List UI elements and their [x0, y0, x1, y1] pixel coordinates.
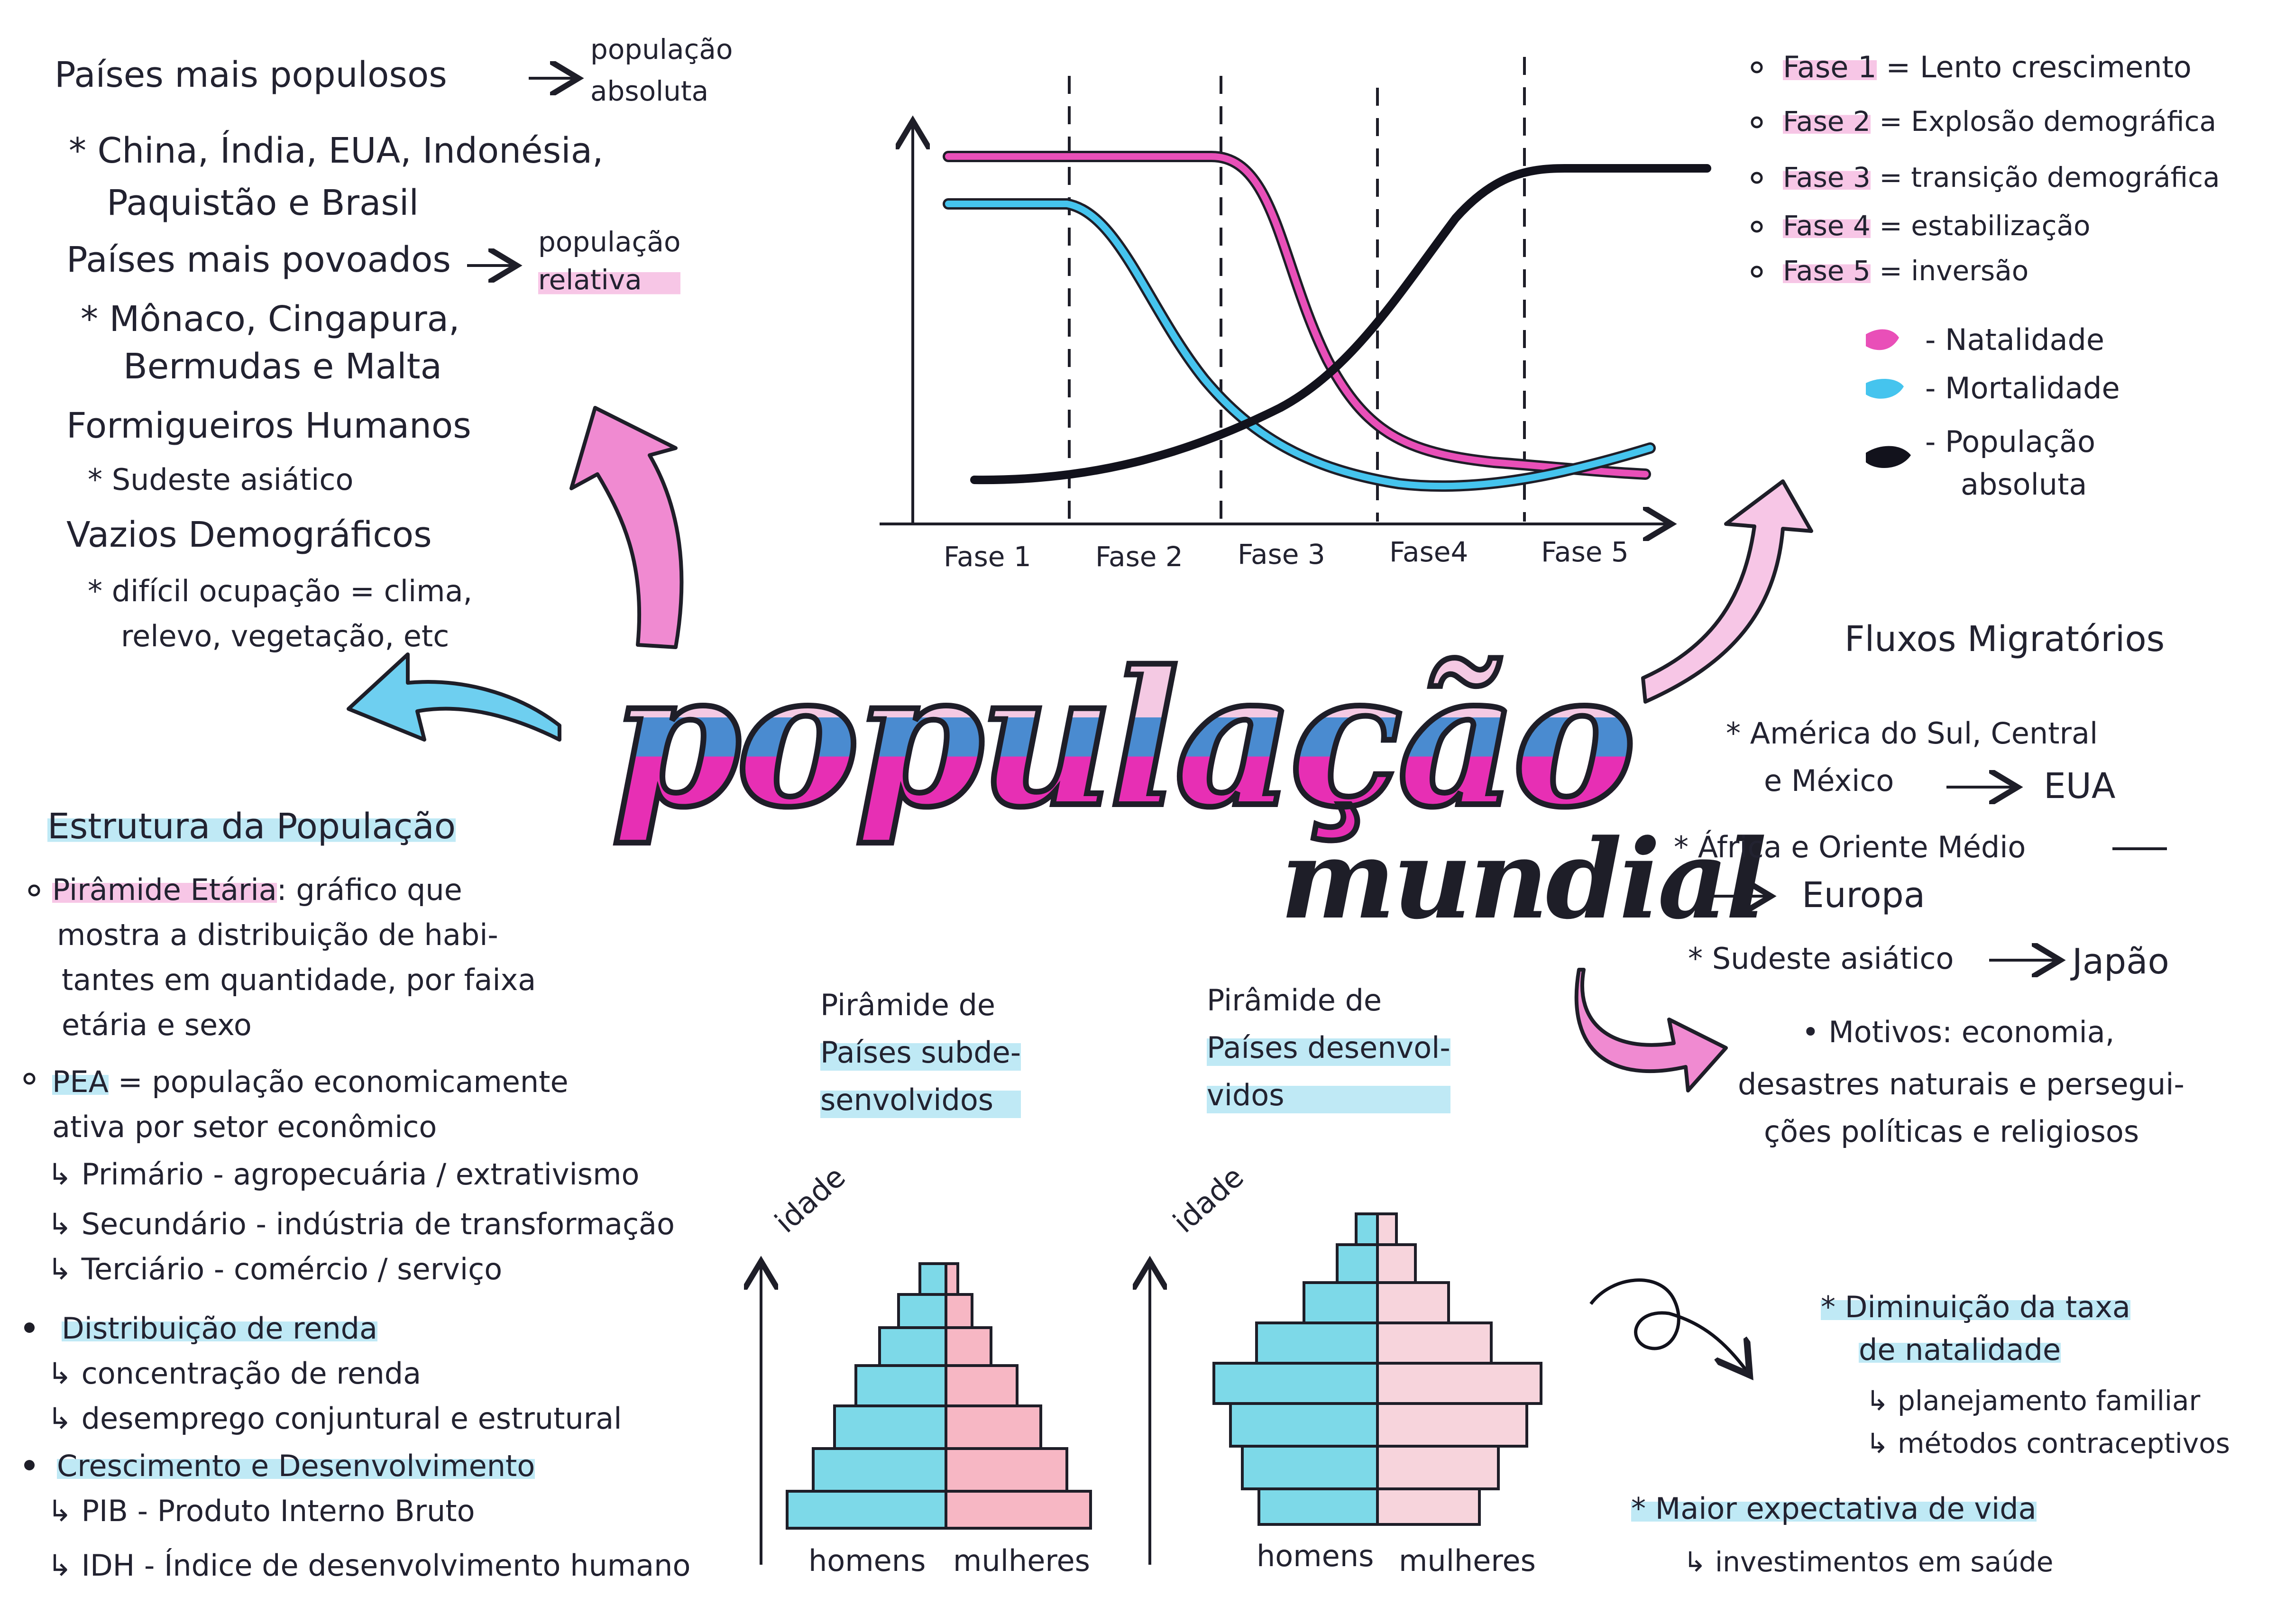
fluxos-line-8: ções políticas e religiosos — [1764, 1114, 2139, 1149]
bullet-phase-2 — [1751, 116, 1763, 128]
estrutura-pea-terciario: ↳ Terciário - comércio / serviço — [47, 1252, 503, 1286]
fluxos-line-6: • Motivos: economia, — [1802, 1015, 2115, 1049]
fluxos-line-2b: EUA — [2044, 766, 2116, 807]
pink-arrow-left-icon — [569, 406, 684, 649]
natalidade-swatch-icon — [1866, 329, 1899, 350]
natalidade-sub-3: ↳ investimentos em saúde — [1683, 1546, 2054, 1578]
estrutura-pea-primario: ↳ Primário - agropecuária / extrativismo — [47, 1157, 640, 1192]
text-populacao-absoluta: população absoluta — [590, 33, 733, 107]
text-relevo-vegetacao: relevo, vegetação, etc — [121, 619, 450, 653]
pyramid-sub-men: homens — [808, 1543, 926, 1578]
estrutura-crescimento: Crescimento e Desenvolvimento — [57, 1449, 535, 1483]
fluxos-heading: Fluxos Migratórios — [1845, 619, 2165, 660]
pyramid-dev-men: homens — [1257, 1539, 1374, 1573]
text-monaco-lista: * Mônaco, Cingapura, — [81, 299, 460, 339]
text-sudeste-asiatico: * Sudeste asiático — [88, 462, 354, 497]
estrutura-cres-l2: ↳ IDH - Índice de desenvolvimento humano — [47, 1548, 691, 1583]
text-bermudas-malta: Bermudas e Malta — [123, 346, 442, 387]
natalidade-line-2: de natalidade — [1859, 1332, 2061, 1367]
estrutura-cres-l1: ↳ PIB - Produto Interno Bruto — [47, 1494, 475, 1528]
populacao-line — [970, 164, 1711, 485]
swirl-arrow-icon — [1589, 1278, 1750, 1375]
bullet-distribuicao — [24, 1322, 35, 1333]
main-subtitle: mundial — [1280, 816, 1767, 944]
bullet-pea — [23, 1073, 36, 1085]
text-paises-povoados: Países mais povoados — [66, 239, 451, 280]
estrutura-heading: Estrutura da População — [47, 806, 456, 847]
text-vazios: Vazios Demográficos — [66, 514, 432, 555]
mortalidade-swatch-icon — [1866, 378, 1904, 399]
pyramid-developed — [1150, 1212, 1542, 1565]
estrutura-pea: PEA = população economicamente — [52, 1064, 569, 1099]
phase-item-4: Fase 4 = estabilização — [1783, 210, 2091, 242]
fluxos-line-2a: e México — [1764, 763, 1894, 798]
estrutura-piramide: Pirâmide Etária: gráfico que — [52, 872, 462, 907]
fluxos-line-4: Europa — [1802, 875, 1926, 916]
blue-arrow-left-icon — [347, 652, 561, 742]
legend-populacao-absoluta: absoluta — [1961, 467, 2087, 502]
text-formigueiros: Formigueiros Humanos — [66, 405, 471, 446]
fluxos-line-3: * África e Oriente Médio — [1674, 830, 2026, 864]
bullet-phase-3 — [1751, 172, 1763, 184]
estrutura-dist-l1: ↳ concentração de renda — [47, 1356, 422, 1391]
estrutura-pea-secundario: ↳ Secundário - indústria de transformaçã… — [47, 1207, 675, 1241]
natalidade-sub-2: ↳ métodos contraceptivos — [1866, 1427, 2230, 1459]
legend-mortalidade: - Mortalidade — [1925, 371, 2120, 405]
text-paquistao-brasil: Paquistão e Brasil — [107, 183, 419, 223]
main-title: população — [609, 628, 1639, 851]
text-dificil-ocupacao: * difícil ocupação = clima, — [88, 574, 473, 608]
pyramid-sub-women: mulheres — [953, 1543, 1090, 1578]
pyramid-sub-title: Pirâmide de Países subde- senvolvidos — [820, 982, 1021, 1124]
pink-arrow-right-top-icon — [1641, 479, 1813, 704]
natalidade-line-3: * Maior expectativa de vida — [1631, 1491, 2037, 1526]
pink-arrow-right-bottom-icon — [1574, 968, 1728, 1092]
pyramid-dev-women: mulheres — [1399, 1543, 1536, 1578]
estrutura-piramide-l4: etária e sexo — [62, 1008, 252, 1042]
pyramid-dev-title: Pirâmide de Países desenvol- vidos — [1207, 977, 1450, 1119]
chart-phase-label-2: Fase 2 — [1095, 541, 1183, 573]
phase-item-3: Fase 3 = transição demográfica — [1783, 161, 2220, 193]
fluxos-line-5b: Japão — [2072, 941, 2169, 982]
chart-phase-label-1: Fase 1 — [944, 541, 1031, 573]
fluxos-line-7: desastres naturais e persegui- — [1738, 1067, 2184, 1101]
populacao-swatch-icon — [1866, 446, 1911, 468]
phase-item-2: Fase 2 = Explosão demográfica — [1783, 105, 2217, 138]
bullet-piramide — [28, 884, 40, 897]
text-china-lista: * China, Índia, EUA, Indonésia, — [69, 130, 604, 171]
bullet-phase-4 — [1751, 220, 1763, 233]
bullet-crescimento — [24, 1460, 35, 1470]
fluxos-line-1: * América do Sul, Central — [1726, 716, 2098, 751]
natalidade-line-1: * Diminuição da taxa — [1821, 1290, 2130, 1324]
phase-item-5: Fase 5 = inversão — [1783, 255, 2029, 287]
text-populacao-relativa: população relativa — [538, 223, 681, 299]
chart-phase-label-4: Fase4 — [1389, 536, 1468, 568]
bullet-phase-1 — [1751, 61, 1763, 73]
bullet-phase-5 — [1751, 266, 1763, 278]
pyramid-underdeveloped — [761, 1261, 1092, 1565]
chart-phase-label-3: Fase 3 — [1238, 538, 1325, 570]
chart-phase-label-5: Fase 5 — [1541, 536, 1629, 568]
legend-populacao: - População — [1925, 424, 2096, 459]
estrutura-piramide-l3: tantes em quantidade, por faixa — [62, 963, 536, 997]
natalidade-sub-1: ↳ planejamento familiar — [1866, 1385, 2201, 1417]
estrutura-pea-l2: ativa por setor econômico — [52, 1110, 437, 1144]
transition-chart — [880, 57, 1711, 524]
estrutura-dist-l2: ↳ desemprego conjuntural e estrutural — [47, 1401, 622, 1436]
legend-natalidade: - Natalidade — [1925, 322, 2105, 357]
mortalidade-line — [943, 198, 1656, 492]
text-paises-populosos: Países mais populosos — [55, 55, 447, 95]
estrutura-distribuicao: Distribuição de renda — [62, 1311, 378, 1346]
fluxos-line-5a: * Sudeste asiático — [1688, 941, 1954, 976]
estrutura-piramide-l2: mostra a distribuição de habi- — [57, 918, 498, 952]
phase-item-1: Fase 1 = Lento crescimento — [1783, 50, 2192, 84]
